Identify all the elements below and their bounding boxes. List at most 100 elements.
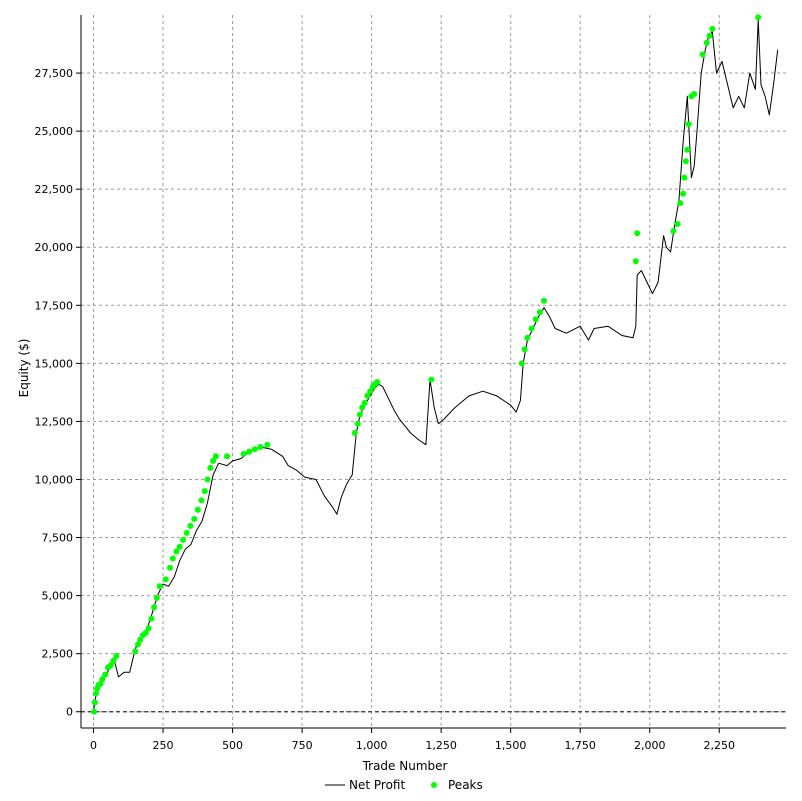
peaks-series: [91, 14, 762, 715]
x-tick-label: 750: [292, 739, 313, 752]
peak-point: [132, 648, 139, 655]
y-tick-label: 12,500: [35, 415, 74, 428]
peak-point: [99, 676, 106, 683]
peak-point: [677, 200, 684, 207]
peak-point: [156, 583, 163, 590]
peak-point: [755, 14, 762, 21]
peak-point: [183, 529, 190, 536]
peak-point: [151, 604, 158, 611]
peak-point: [91, 699, 98, 706]
x-axis-ticks: 0 250 500 750 1,000 1,250 1,500 1,750 2,000 2,250: [90, 728, 735, 752]
peak-point: [207, 464, 214, 471]
legend-net-profit-label: Net Profit: [349, 778, 405, 792]
peak-point: [137, 636, 144, 643]
peak-point: [91, 708, 98, 715]
peak-point: [135, 641, 141, 648]
y-tick-label: 5,000: [42, 590, 74, 603]
peak-point: [162, 576, 169, 583]
peak-point: [532, 316, 539, 323]
peak-point: [246, 448, 253, 455]
peak-point: [204, 476, 211, 483]
peak-point: [709, 25, 716, 32]
peak-point: [361, 399, 368, 406]
peak-point: [632, 258, 639, 265]
x-tick-label: 250: [153, 739, 174, 752]
peak-point: [685, 121, 692, 128]
y-axis-title: Equity ($): [17, 339, 31, 398]
peak-point: [634, 230, 641, 237]
peak-point: [524, 334, 531, 341]
x-tick-label: 1,750: [564, 739, 596, 752]
peak-point: [148, 615, 155, 622]
peak-point: [354, 420, 361, 427]
x-tick-label: 0: [90, 739, 97, 752]
peak-point: [113, 653, 120, 659]
peak-point: [518, 360, 525, 367]
y-tick-label: 17,500: [35, 299, 74, 312]
legend: Net Profit Peaks: [325, 778, 483, 792]
x-tick-label: 1,250: [425, 739, 457, 752]
peak-point: [107, 662, 114, 669]
peak-point: [191, 516, 198, 522]
peak-point: [521, 346, 528, 353]
peak-point: [201, 488, 208, 495]
peak-point: [536, 309, 543, 316]
peak-point: [173, 548, 180, 555]
peak-point: [364, 392, 371, 399]
peak-point: [541, 297, 547, 304]
peak-point: [351, 430, 358, 436]
x-tick-label: 2,250: [704, 739, 736, 752]
peak-point: [682, 158, 689, 165]
peak-point: [145, 625, 152, 632]
peak-point: [110, 657, 117, 664]
peak-point: [670, 228, 677, 234]
peak-point: [374, 379, 381, 385]
peak-point: [240, 450, 247, 457]
y-tick-label: 27,500: [35, 67, 74, 80]
peak-point: [176, 543, 183, 550]
legend-peaks-label: Peaks: [448, 778, 483, 792]
y-tick-label: 10,000: [35, 473, 74, 486]
y-tick-label: 15,000: [35, 357, 74, 370]
peak-point: [691, 91, 698, 97]
legend-peaks-swatch: [431, 782, 437, 788]
peak-point: [167, 564, 173, 571]
y-tick-label: 20,000: [35, 241, 74, 254]
peak-point: [356, 411, 363, 418]
peak-point: [251, 446, 258, 453]
y-tick-label: 0: [66, 706, 73, 719]
x-tick-label: 500: [222, 739, 243, 752]
y-axis-ticks: 0 2,500 5,000 7,500 10,000 12,500 15,000 17,500…: [35, 67, 81, 719]
peak-point: [703, 39, 710, 46]
peak-point: [102, 671, 109, 678]
net-profit-series: [93, 19, 779, 712]
x-tick-label: 1,500: [495, 739, 527, 752]
peak-point: [681, 174, 688, 181]
x-tick-label: 2,000: [634, 739, 666, 752]
peak-point: [674, 221, 681, 227]
peak-point: [428, 376, 435, 383]
peak-point: [680, 190, 687, 197]
axes: [80, 15, 786, 729]
peak-point: [367, 388, 374, 395]
peak-point: [169, 555, 176, 562]
y-tick-label: 25,000: [35, 125, 74, 138]
peak-point: [699, 51, 706, 58]
peak-point: [153, 594, 160, 601]
peak-point: [198, 497, 205, 504]
peak-point: [359, 404, 366, 411]
peak-point: [93, 690, 99, 697]
peak-point: [97, 680, 104, 687]
x-axis-title: Trade Number: [362, 759, 448, 773]
peak-point: [187, 522, 194, 529]
peak-point: [257, 444, 264, 450]
peak-point: [142, 629, 149, 636]
peak-point: [264, 441, 271, 448]
peak-point: [224, 453, 230, 460]
net-profit-line: [93, 19, 779, 712]
peak-point: [210, 457, 217, 464]
peak-point: [684, 146, 691, 153]
y-tick-label: 7,500: [42, 532, 74, 545]
